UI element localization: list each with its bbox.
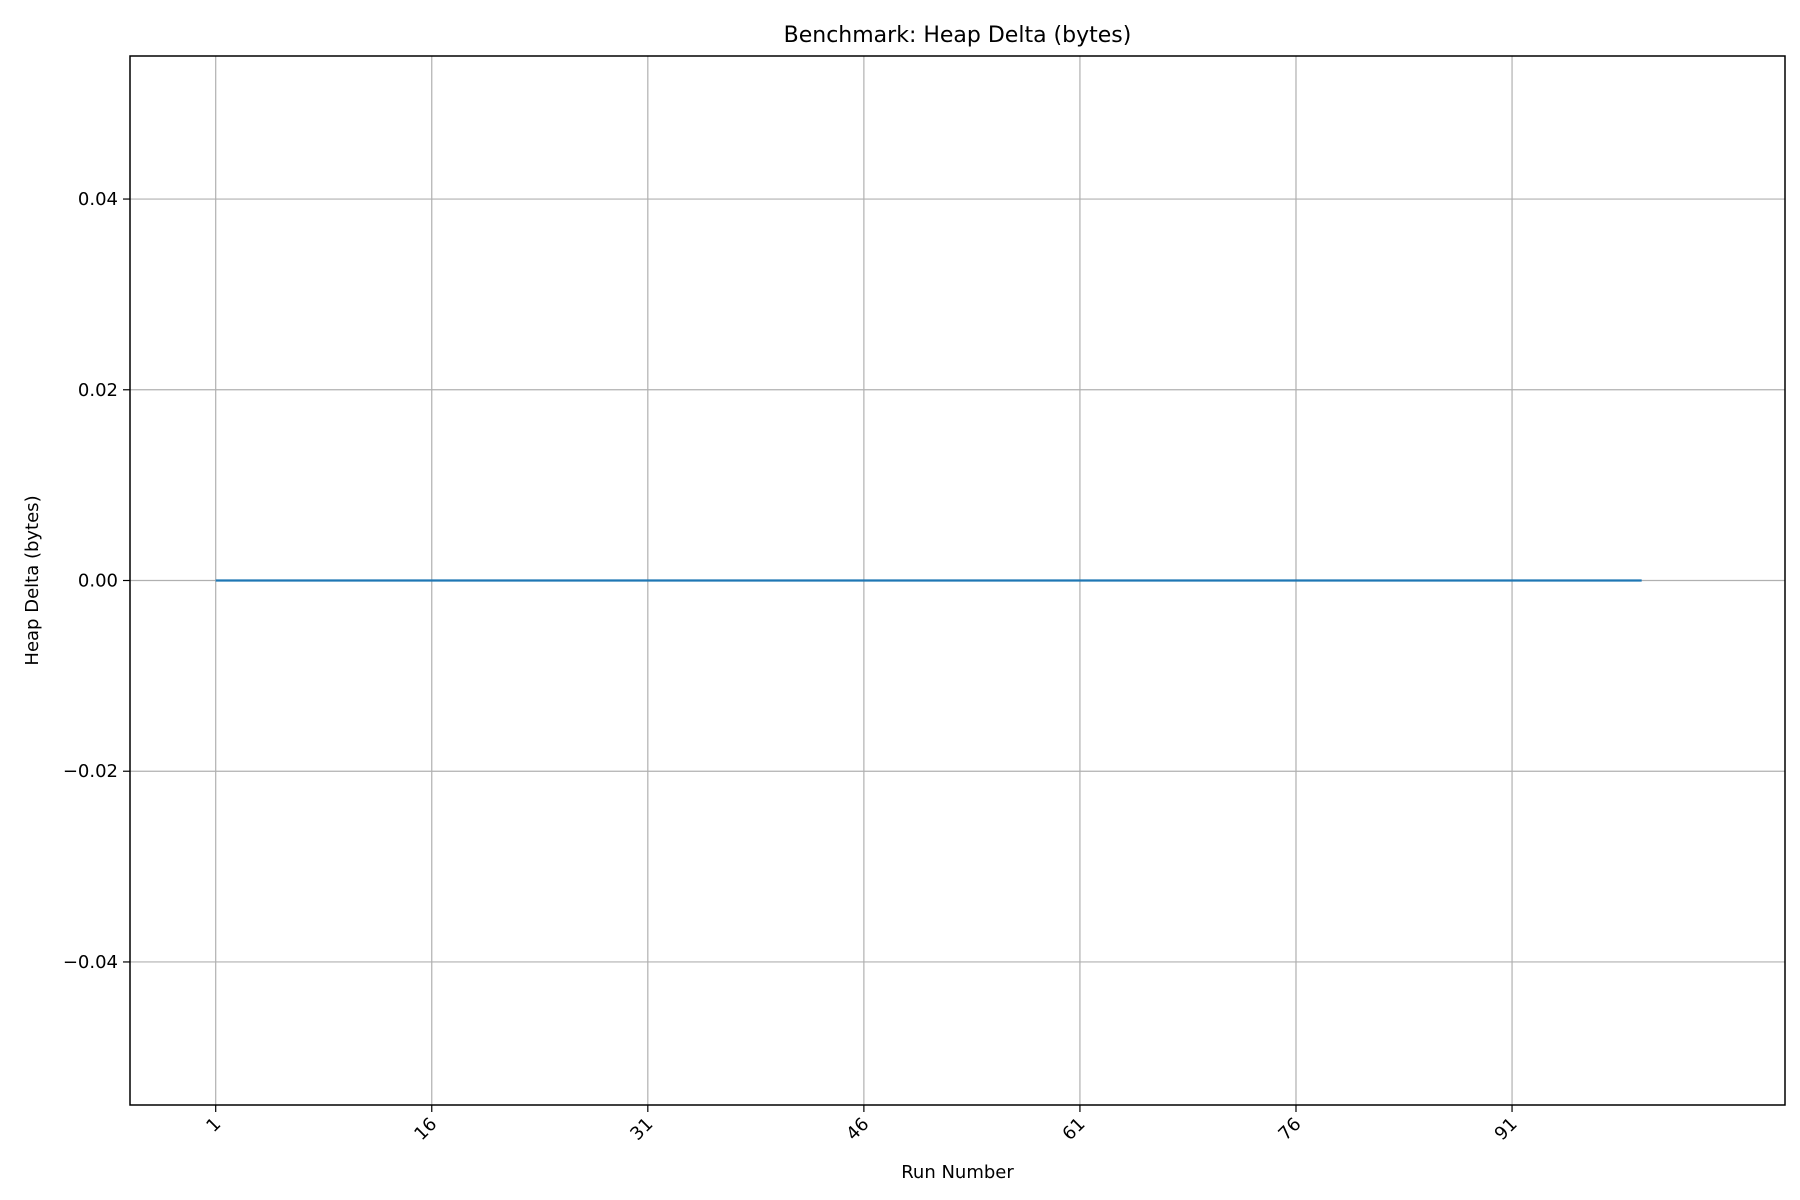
y-tick-label: 0.04 <box>78 189 118 210</box>
y-axis-label: Heap Delta (bytes) <box>22 495 43 665</box>
y-tick-label: −0.04 <box>63 952 118 973</box>
y-tick-label: 0.02 <box>78 380 118 401</box>
y-tick-label: −0.02 <box>63 761 118 782</box>
x-axis-label: Run Number <box>901 1162 1014 1183</box>
chart-title: Benchmark: Heap Delta (bytes) <box>784 23 1132 48</box>
y-axis: −0.04 −0.02 0.00 0.02 0.04 <box>63 189 130 973</box>
y-tick-label: 0.00 <box>78 571 118 592</box>
